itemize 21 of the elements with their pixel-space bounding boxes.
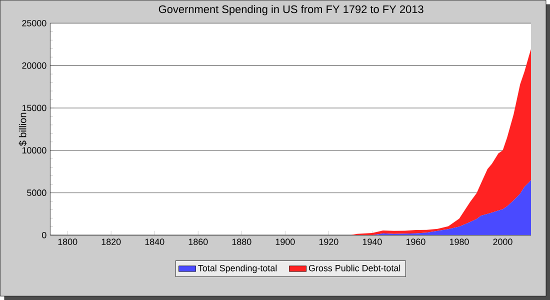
x-tick-label: 1820: [102, 238, 121, 245]
x-tick-label: 1880: [232, 238, 252, 245]
chart-title: Government Spending in US from FY 1792 to FY 2013: [158, 5, 424, 16]
x-tick-label: 1860: [188, 238, 208, 245]
y-axis-title: $ billion: [18, 112, 27, 146]
x-tick-label: 1980: [450, 238, 469, 245]
x-tick-label: 1940: [362, 238, 382, 245]
x-tick-label: 1900: [276, 238, 295, 245]
x-tick-label: 1920: [319, 238, 338, 245]
y-tick-label: 0: [42, 232, 46, 238]
y-tick-label: 10000: [22, 147, 46, 154]
x-tick-label: 1960: [406, 238, 426, 245]
x-tick-label: 1840: [145, 238, 164, 245]
y-tick-label: 15000: [22, 104, 46, 112]
legend-label: Total Spending-total: [198, 264, 277, 274]
y-tick-label: 20000: [22, 62, 46, 69]
y-tick-label: 25000: [22, 20, 46, 26]
legend-label: Gross Public Debt-total: [308, 264, 400, 272]
x-tick-label: 2000: [493, 238, 512, 245]
x-tick-label: 1800: [58, 238, 78, 245]
y-tick-label: 5000: [27, 190, 46, 196]
